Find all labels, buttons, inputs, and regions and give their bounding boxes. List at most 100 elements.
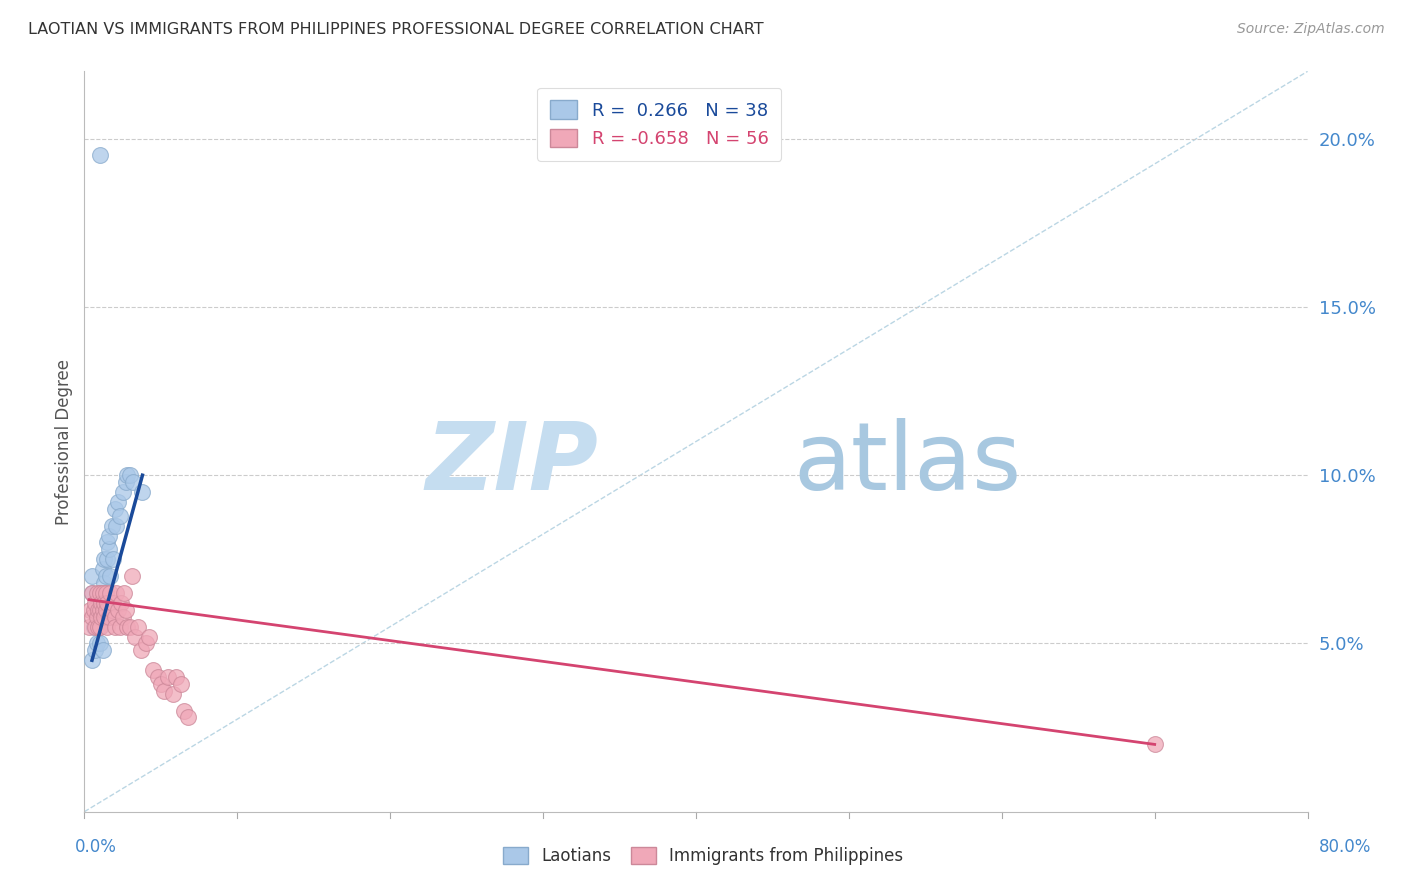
Point <box>83 619 105 633</box>
Point <box>170 677 193 691</box>
Point <box>114 603 136 617</box>
Point <box>87 603 110 617</box>
Point <box>91 596 114 610</box>
Point <box>120 468 142 483</box>
Point <box>87 619 110 633</box>
Point <box>131 485 153 500</box>
Point <box>91 603 114 617</box>
Point <box>79 603 101 617</box>
Point <box>107 495 129 509</box>
Point <box>84 619 107 633</box>
Point <box>149 677 172 691</box>
Point <box>94 586 117 600</box>
Point <box>96 596 118 610</box>
Point <box>77 619 100 633</box>
Point <box>115 468 138 483</box>
Point <box>94 586 117 600</box>
Point <box>94 569 117 583</box>
Point <box>115 619 138 633</box>
Point <box>80 586 103 600</box>
Point <box>107 603 129 617</box>
Point <box>93 609 115 624</box>
Point <box>80 569 103 583</box>
Point <box>127 619 149 633</box>
Point <box>91 643 114 657</box>
Point <box>91 562 114 576</box>
Point <box>93 596 115 610</box>
Point <box>89 148 111 162</box>
Point <box>157 670 180 684</box>
Point <box>104 501 127 516</box>
Point <box>104 619 127 633</box>
Point <box>89 586 111 600</box>
Point <box>101 518 124 533</box>
Point <box>135 636 157 650</box>
Point <box>103 596 125 610</box>
Point <box>124 630 146 644</box>
Point <box>142 664 165 678</box>
Point <box>80 609 103 624</box>
Point <box>108 508 131 523</box>
Point <box>86 609 108 624</box>
Point <box>91 586 114 600</box>
Legend: Laotians, Immigrants from Philippines: Laotians, Immigrants from Philippines <box>492 837 914 875</box>
Point <box>86 586 108 600</box>
Point <box>177 710 200 724</box>
Point <box>90 609 112 624</box>
Point <box>89 619 111 633</box>
Point <box>103 552 125 566</box>
Legend: R =  0.266   N = 38, R = -0.658   N = 56: R = 0.266 N = 38, R = -0.658 N = 56 <box>537 87 782 161</box>
Point <box>97 529 120 543</box>
Point <box>96 619 118 633</box>
Point <box>96 535 118 549</box>
Point <box>90 609 112 624</box>
Text: 80.0%: 80.0% <box>1319 838 1372 855</box>
Point <box>84 643 107 657</box>
Point <box>110 596 132 610</box>
Point <box>97 609 120 624</box>
Point <box>86 636 108 650</box>
Point <box>173 704 195 718</box>
Point <box>94 603 117 617</box>
Point <box>153 683 176 698</box>
Point <box>108 619 131 633</box>
Point <box>86 603 108 617</box>
Point <box>111 485 134 500</box>
Point <box>89 636 111 650</box>
Point <box>96 552 118 566</box>
Point <box>98 586 121 600</box>
Point <box>138 630 160 644</box>
Y-axis label: Professional Degree: Professional Degree <box>55 359 73 524</box>
Text: Source: ZipAtlas.com: Source: ZipAtlas.com <box>1237 22 1385 37</box>
Point <box>90 596 112 610</box>
Point <box>111 609 134 624</box>
Point <box>105 518 128 533</box>
Point <box>121 569 143 583</box>
Point <box>120 619 142 633</box>
Point <box>165 670 187 684</box>
Point <box>146 670 169 684</box>
Point <box>93 575 115 590</box>
Point <box>84 596 107 610</box>
Point <box>104 609 127 624</box>
Point <box>89 603 111 617</box>
Point <box>89 586 111 600</box>
Point <box>89 619 111 633</box>
Point <box>114 475 136 489</box>
Text: LAOTIAN VS IMMIGRANTS FROM PHILIPPINES PROFESSIONAL DEGREE CORRELATION CHART: LAOTIAN VS IMMIGRANTS FROM PHILIPPINES P… <box>28 22 763 37</box>
Point <box>129 643 152 657</box>
Point <box>89 603 111 617</box>
Point <box>97 542 120 557</box>
Point <box>83 603 105 617</box>
Point <box>1143 738 1166 752</box>
Point <box>105 586 128 600</box>
Point <box>122 475 145 489</box>
Point <box>162 687 184 701</box>
Text: 0.0%: 0.0% <box>75 838 117 855</box>
Point <box>93 552 115 566</box>
Text: ZIP: ZIP <box>425 417 598 509</box>
Point <box>98 569 121 583</box>
Text: atlas: atlas <box>794 417 1022 509</box>
Point <box>80 653 103 667</box>
Point <box>101 603 124 617</box>
